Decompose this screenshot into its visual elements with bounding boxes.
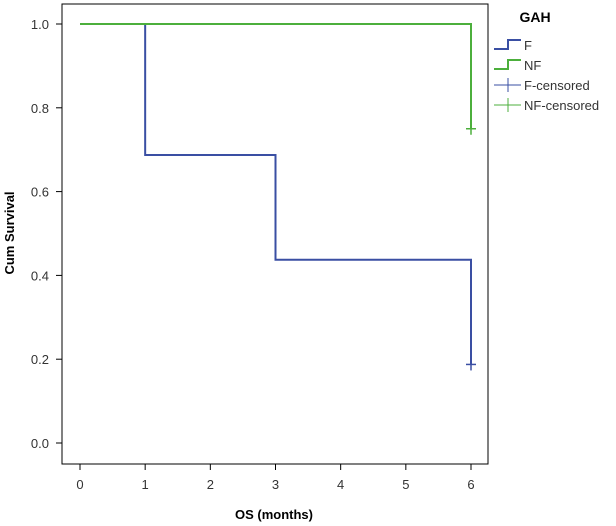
x-tick-label: 5 — [402, 477, 409, 492]
y-tick-label: 0.0 — [31, 436, 49, 451]
series-line-f — [80, 23, 472, 365]
legend-label: NF — [524, 58, 541, 73]
y-axis-title: Cum Survival — [2, 191, 17, 274]
legend-label: NF-censored — [524, 98, 599, 113]
legend-entry-nf: NF — [494, 58, 541, 73]
censor-mark-nf — [466, 122, 476, 135]
legend: GAH F NF F-censored NF-censored — [494, 9, 599, 113]
y-axis: 0.0 0.2 0.4 0.6 0.8 1.0 — [31, 17, 62, 451]
y-tick-label: 0.4 — [31, 268, 49, 283]
legend-step-icon — [494, 39, 521, 50]
survival-curves — [80, 23, 476, 371]
x-tick-label: 1 — [142, 477, 149, 492]
x-tick-label: 2 — [207, 477, 214, 492]
legend-entry-f-censored: F-censored — [494, 78, 590, 93]
x-axis-title: OS (months) — [235, 507, 313, 522]
x-tick-label: 6 — [467, 477, 474, 492]
censor-mark-f — [466, 358, 476, 371]
legend-entry-nf-censored: NF-censored — [494, 98, 599, 113]
y-tick-label: 0.2 — [31, 352, 49, 367]
series-line-nf — [80, 23, 472, 129]
legend-label: F — [524, 38, 532, 53]
x-tick-label: 0 — [76, 477, 83, 492]
x-axis: 0 1 2 3 4 5 6 — [76, 464, 475, 492]
legend-label: F-censored — [524, 78, 590, 93]
x-tick-label: 4 — [337, 477, 344, 492]
y-tick-label: 0.6 — [31, 185, 49, 200]
y-tick-label: 0.8 — [31, 101, 49, 116]
legend-entry-f: F — [494, 38, 532, 53]
legend-step-icon — [494, 59, 521, 70]
legend-title: GAH — [519, 9, 550, 25]
y-tick-label: 1.0 — [31, 17, 49, 32]
x-tick-label: 3 — [272, 477, 279, 492]
